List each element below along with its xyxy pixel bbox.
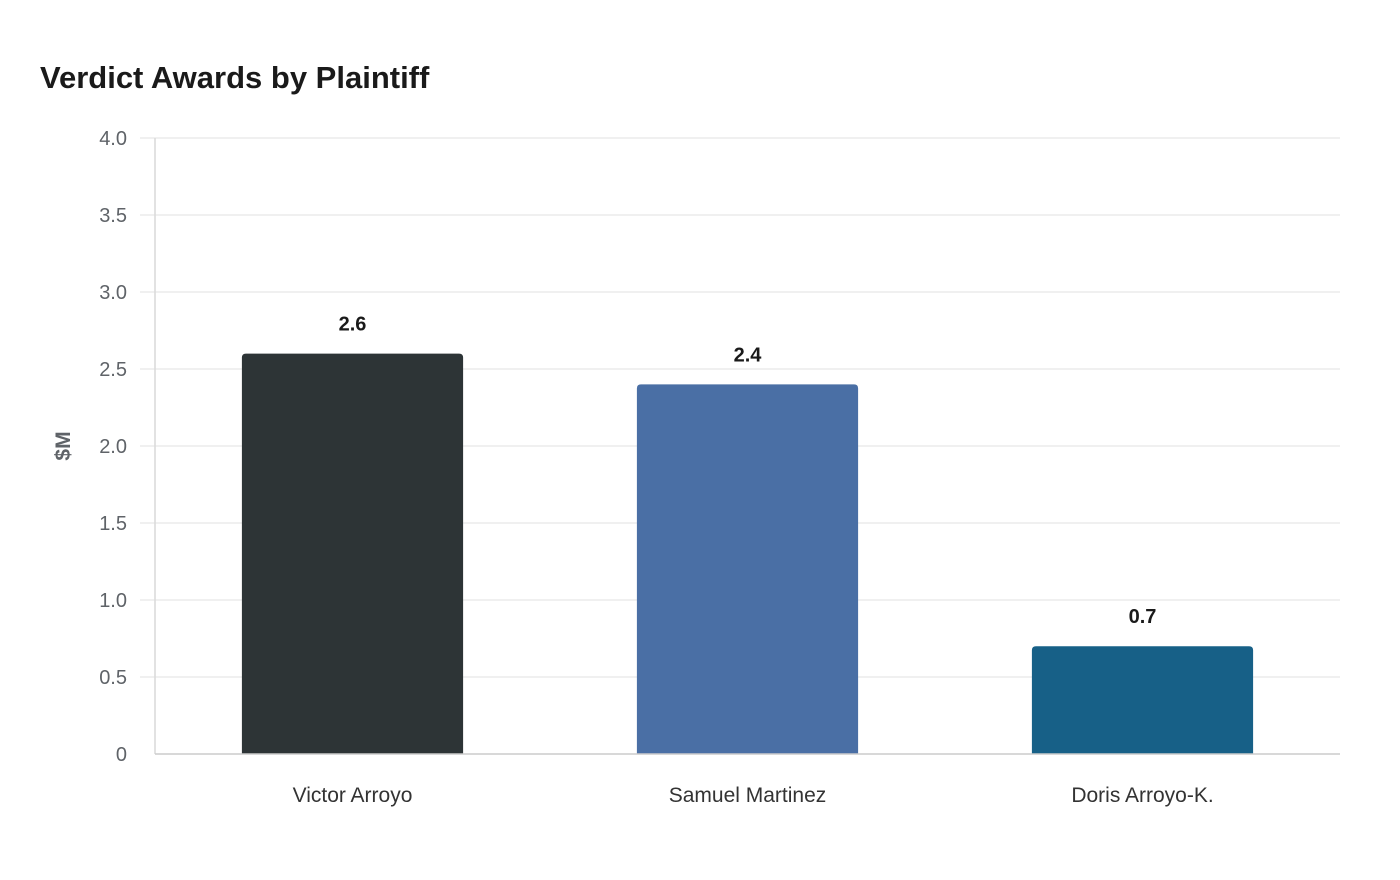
- y-axis-label: $M: [52, 431, 75, 460]
- bars: 2.6 2.4 0.7: [241, 314, 1254, 754]
- bar: [1031, 646, 1254, 754]
- x-tick-label: Samuel Martinez: [669, 784, 827, 807]
- y-tick-label: 1.0: [99, 590, 127, 612]
- chart-title: Verdict Awards by Plaintiff: [40, 60, 430, 95]
- bar: [241, 353, 464, 754]
- y-tick-label: 1.5: [99, 513, 127, 535]
- y-tick-label: 0: [116, 744, 127, 766]
- y-tick-label: 2.0: [99, 436, 127, 458]
- x-axis-labels: Victor Arroyo Samuel Martinez Doris Arroyo…: [293, 784, 1214, 807]
- data-label: 2.6: [339, 314, 367, 336]
- y-tick-label: 3.5: [99, 205, 127, 227]
- y-axis-ticks: 0 0.5 1.0 1.5 2.0 2.5 3.0 3.5 4.0: [99, 128, 127, 766]
- y-tick-label: 3.0: [99, 282, 127, 304]
- bar: [636, 384, 859, 754]
- y-tick-label: 2.5: [99, 359, 127, 381]
- data-label: 2.4: [734, 344, 763, 366]
- y-tick-label: 0.5: [99, 667, 127, 689]
- y-tick-label: 4.0: [99, 128, 127, 150]
- x-tick-label: Victor Arroyo: [293, 784, 413, 807]
- x-tick-label: Doris Arroyo-K.: [1071, 784, 1213, 807]
- data-label: 0.7: [1129, 606, 1157, 628]
